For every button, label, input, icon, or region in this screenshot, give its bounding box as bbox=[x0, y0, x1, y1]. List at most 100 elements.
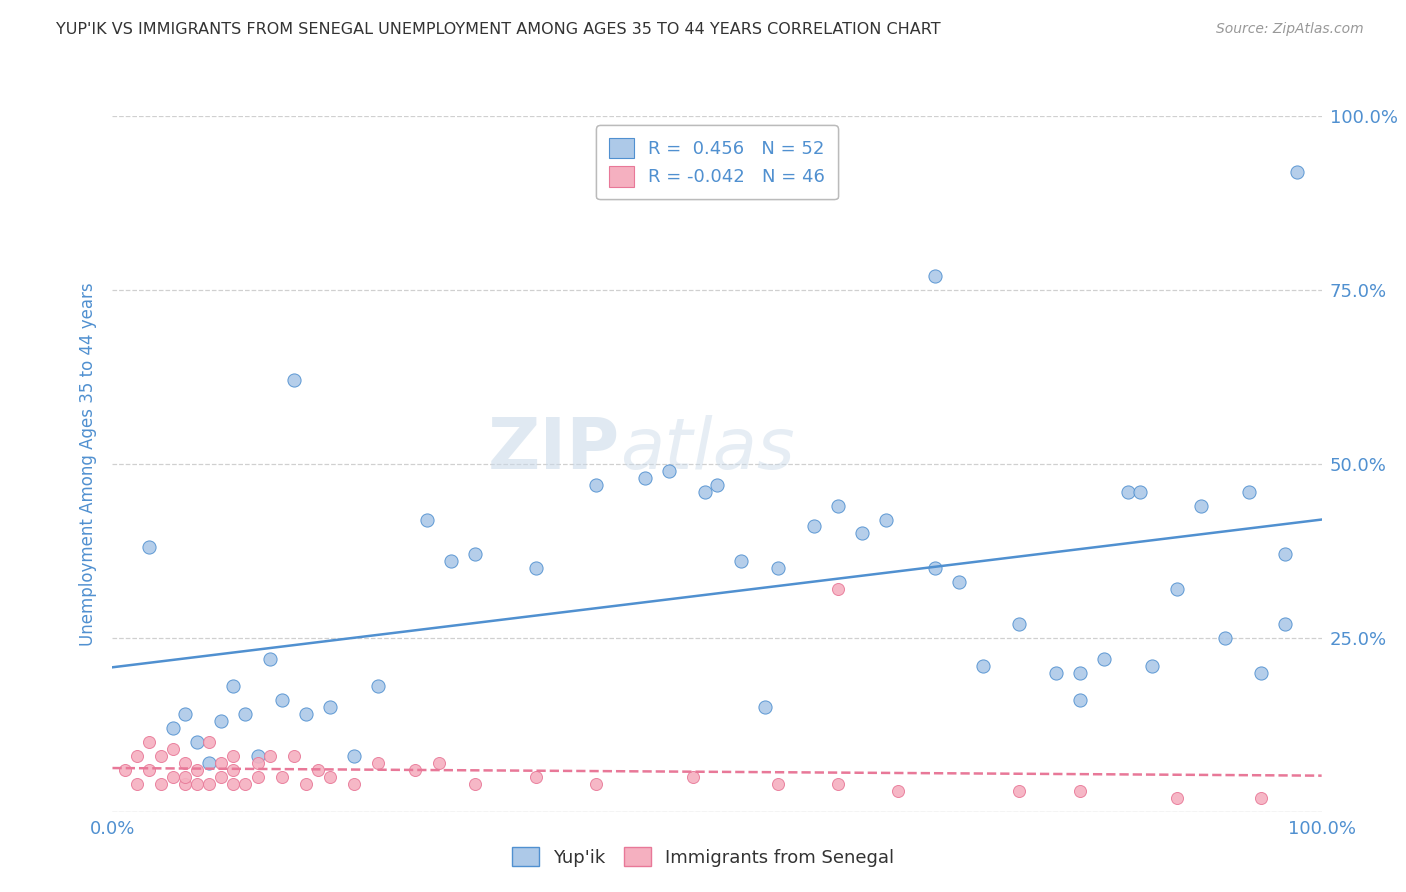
Point bbox=[1008, 616, 1031, 631]
Point bbox=[198, 735, 221, 749]
Point bbox=[1250, 665, 1272, 680]
Point bbox=[693, 484, 716, 499]
Point bbox=[706, 477, 728, 491]
Point bbox=[174, 707, 197, 722]
Point bbox=[283, 749, 305, 764]
Point bbox=[235, 707, 257, 722]
Point bbox=[464, 777, 486, 791]
Point bbox=[1274, 547, 1296, 561]
Point bbox=[209, 756, 232, 770]
Point bbox=[1286, 164, 1309, 178]
Point bbox=[270, 693, 292, 707]
Point bbox=[948, 575, 970, 590]
Point bbox=[730, 554, 752, 568]
Point bbox=[162, 742, 184, 756]
Point bbox=[1008, 784, 1031, 798]
Point bbox=[1274, 616, 1296, 631]
Point bbox=[851, 526, 873, 541]
Point bbox=[295, 777, 318, 791]
Point bbox=[1045, 665, 1067, 680]
Point bbox=[246, 749, 269, 764]
Text: Source: ZipAtlas.com: Source: ZipAtlas.com bbox=[1216, 22, 1364, 37]
Point bbox=[222, 777, 245, 791]
Point bbox=[585, 777, 607, 791]
Point bbox=[1166, 790, 1188, 805]
Point bbox=[1237, 484, 1260, 499]
Point bbox=[209, 714, 232, 729]
Point bbox=[827, 499, 849, 513]
Point bbox=[174, 770, 197, 784]
Point bbox=[682, 770, 704, 784]
Point bbox=[198, 777, 221, 791]
Point bbox=[924, 561, 946, 575]
Point bbox=[114, 763, 136, 777]
Point bbox=[1142, 658, 1164, 673]
Text: YUP'IK VS IMMIGRANTS FROM SENEGAL UNEMPLOYMENT AMONG AGES 35 TO 44 YEARS CORRELA: YUP'IK VS IMMIGRANTS FROM SENEGAL UNEMPL… bbox=[56, 22, 941, 37]
Point bbox=[803, 519, 825, 533]
Point bbox=[875, 512, 897, 526]
Point bbox=[1069, 665, 1091, 680]
Point bbox=[235, 777, 257, 791]
Point bbox=[1069, 693, 1091, 707]
Point bbox=[1166, 582, 1188, 596]
Point bbox=[186, 735, 208, 749]
Point bbox=[404, 763, 426, 777]
Point bbox=[766, 777, 789, 791]
Point bbox=[1129, 484, 1152, 499]
Point bbox=[524, 770, 547, 784]
Point bbox=[283, 373, 305, 387]
Point bbox=[633, 471, 655, 485]
Point bbox=[162, 721, 184, 735]
Text: ZIP: ZIP bbox=[488, 416, 620, 484]
Point bbox=[524, 561, 547, 575]
Point bbox=[440, 554, 463, 568]
Point bbox=[887, 784, 910, 798]
Legend: R =  0.456   N = 52, R = -0.042   N = 46: R = 0.456 N = 52, R = -0.042 N = 46 bbox=[596, 125, 838, 199]
Point bbox=[319, 770, 342, 784]
Point bbox=[1069, 784, 1091, 798]
Point bbox=[464, 547, 486, 561]
Point bbox=[924, 268, 946, 283]
Point bbox=[1250, 790, 1272, 805]
Point bbox=[307, 763, 329, 777]
Point bbox=[186, 763, 208, 777]
Point bbox=[209, 770, 232, 784]
Y-axis label: Unemployment Among Ages 35 to 44 years: Unemployment Among Ages 35 to 44 years bbox=[79, 282, 97, 646]
Point bbox=[246, 756, 269, 770]
Point bbox=[174, 777, 197, 791]
Point bbox=[658, 464, 681, 478]
Point bbox=[1189, 499, 1212, 513]
Point bbox=[198, 756, 221, 770]
Point bbox=[125, 777, 148, 791]
Point bbox=[259, 651, 281, 665]
Point bbox=[343, 777, 366, 791]
Point bbox=[138, 735, 160, 749]
Point bbox=[1092, 651, 1115, 665]
Point bbox=[319, 700, 342, 714]
Point bbox=[295, 707, 318, 722]
Point bbox=[149, 749, 172, 764]
Point bbox=[162, 770, 184, 784]
Point bbox=[125, 749, 148, 764]
Point bbox=[149, 777, 172, 791]
Point bbox=[174, 756, 197, 770]
Point bbox=[1116, 484, 1139, 499]
Point bbox=[222, 680, 245, 694]
Point bbox=[343, 749, 366, 764]
Point bbox=[259, 749, 281, 764]
Point bbox=[367, 680, 389, 694]
Point bbox=[754, 700, 776, 714]
Point bbox=[138, 541, 160, 555]
Legend: Yup'ik, Immigrants from Senegal: Yup'ik, Immigrants from Senegal bbox=[505, 840, 901, 874]
Point bbox=[246, 770, 269, 784]
Point bbox=[766, 561, 789, 575]
Point bbox=[972, 658, 994, 673]
Point bbox=[270, 770, 292, 784]
Point bbox=[585, 477, 607, 491]
Point bbox=[427, 756, 450, 770]
Point bbox=[416, 512, 439, 526]
Point bbox=[827, 777, 849, 791]
Point bbox=[222, 763, 245, 777]
Point bbox=[827, 582, 849, 596]
Point bbox=[138, 763, 160, 777]
